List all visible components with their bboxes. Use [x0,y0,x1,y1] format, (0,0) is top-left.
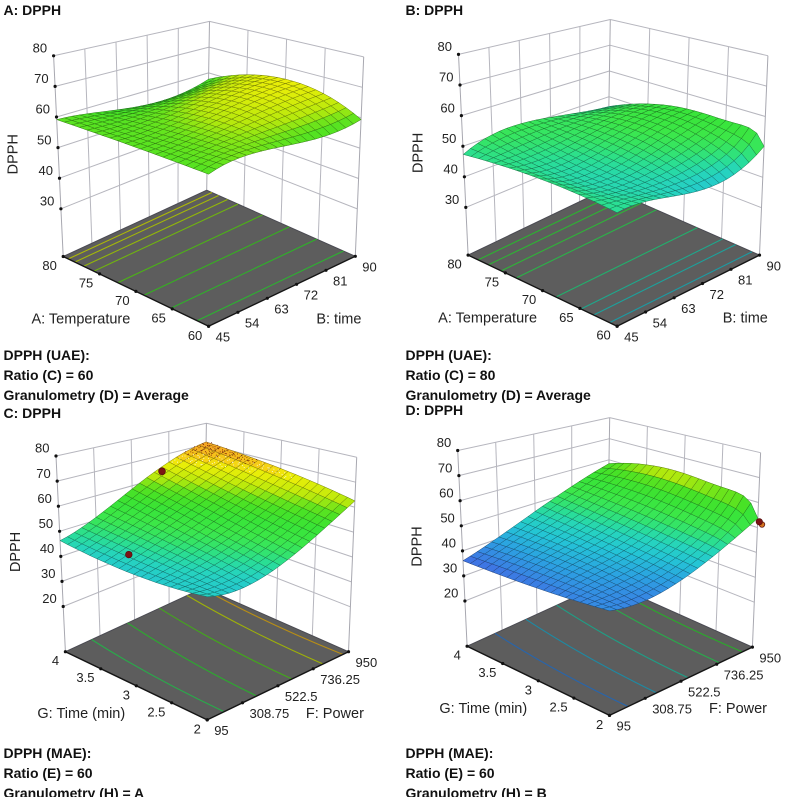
svg-text:A: Temperature: A: Temperature [31,311,130,327]
svg-text:45: 45 [216,330,230,345]
svg-text:45: 45 [624,330,638,345]
svg-text:54: 54 [653,315,667,330]
svg-text:A: Temperature: A: Temperature [438,311,537,327]
svg-text:950: 950 [356,655,378,670]
svg-text:F: Power: F: Power [709,701,767,717]
svg-text:2.5: 2.5 [147,704,165,719]
svg-text:65: 65 [151,310,165,325]
svg-text:40: 40 [443,162,457,177]
svg-text:40: 40 [442,536,456,551]
svg-text:2.5: 2.5 [550,700,568,715]
svg-text:30: 30 [41,566,55,581]
svg-text:2: 2 [194,721,201,736]
svg-text:65: 65 [559,310,573,325]
svg-text:20: 20 [444,586,458,601]
svg-text:DPPH: DPPH [8,532,24,572]
svg-text:522.5: 522.5 [688,685,721,700]
svg-text:950: 950 [759,650,781,665]
svg-text:70: 70 [522,292,536,307]
svg-text:70: 70 [439,70,453,85]
svg-text:30: 30 [40,194,54,209]
svg-text:72: 72 [710,287,724,302]
svg-text:72: 72 [304,288,318,303]
svg-text:736.25: 736.25 [724,668,764,683]
svg-text:50: 50 [39,516,53,531]
svg-text:20: 20 [42,591,56,606]
svg-text:B: time: B: time [316,311,361,327]
svg-text:50: 50 [37,132,51,147]
svg-text:3.5: 3.5 [76,670,94,685]
svg-text:95: 95 [617,719,631,734]
svg-text:G: Time (min): G: Time (min) [439,701,527,717]
svg-text:60: 60 [596,328,610,343]
svg-text:75: 75 [485,274,499,289]
svg-text:3.5: 3.5 [478,665,496,680]
svg-text:63: 63 [681,301,695,316]
svg-text:4: 4 [52,653,59,668]
svg-text:F: Power: F: Power [306,706,364,722]
svg-text:DPPH: DPPH [410,526,426,566]
svg-text:60: 60 [188,328,202,343]
svg-text:63: 63 [274,302,288,317]
svg-text:50: 50 [442,131,456,146]
svg-text:308.75: 308.75 [250,706,290,721]
svg-text:40: 40 [40,541,54,556]
svg-text:80: 80 [437,435,451,450]
svg-text:DPPH: DPPH [6,134,22,174]
svg-text:40: 40 [39,163,53,178]
svg-text:60: 60 [36,102,50,117]
svg-text:60: 60 [440,100,454,115]
svg-text:60: 60 [439,485,453,500]
svg-text:B: time: B: time [723,311,768,327]
svg-text:81: 81 [738,273,752,288]
svg-text:80: 80 [438,39,452,54]
svg-text:54: 54 [245,316,259,331]
svg-text:70: 70 [438,460,452,475]
svg-text:DPPH: DPPH [411,133,427,173]
svg-text:50: 50 [440,511,454,526]
svg-text:81: 81 [333,274,347,289]
svg-text:70: 70 [34,71,48,86]
svg-text:80: 80 [33,41,47,56]
svg-text:80: 80 [42,258,56,273]
svg-text:90: 90 [767,258,781,273]
svg-text:736.25: 736.25 [320,672,360,687]
svg-text:80: 80 [447,257,461,272]
svg-text:30: 30 [445,192,459,207]
svg-text:3: 3 [525,682,532,697]
svg-text:75: 75 [79,275,93,290]
svg-text:70: 70 [115,293,129,308]
svg-text:80: 80 [35,441,49,456]
svg-text:90: 90 [362,260,376,275]
svg-text:4: 4 [454,648,461,663]
svg-text:30: 30 [443,561,457,576]
svg-text:70: 70 [36,466,50,481]
svg-text:60: 60 [37,491,51,506]
svg-text:95: 95 [214,723,228,738]
svg-text:308.75: 308.75 [652,702,692,717]
svg-text:2: 2 [596,717,603,732]
svg-text:522.5: 522.5 [285,689,318,704]
svg-text:G: Time (min): G: Time (min) [37,706,125,722]
svg-text:3: 3 [123,687,130,702]
